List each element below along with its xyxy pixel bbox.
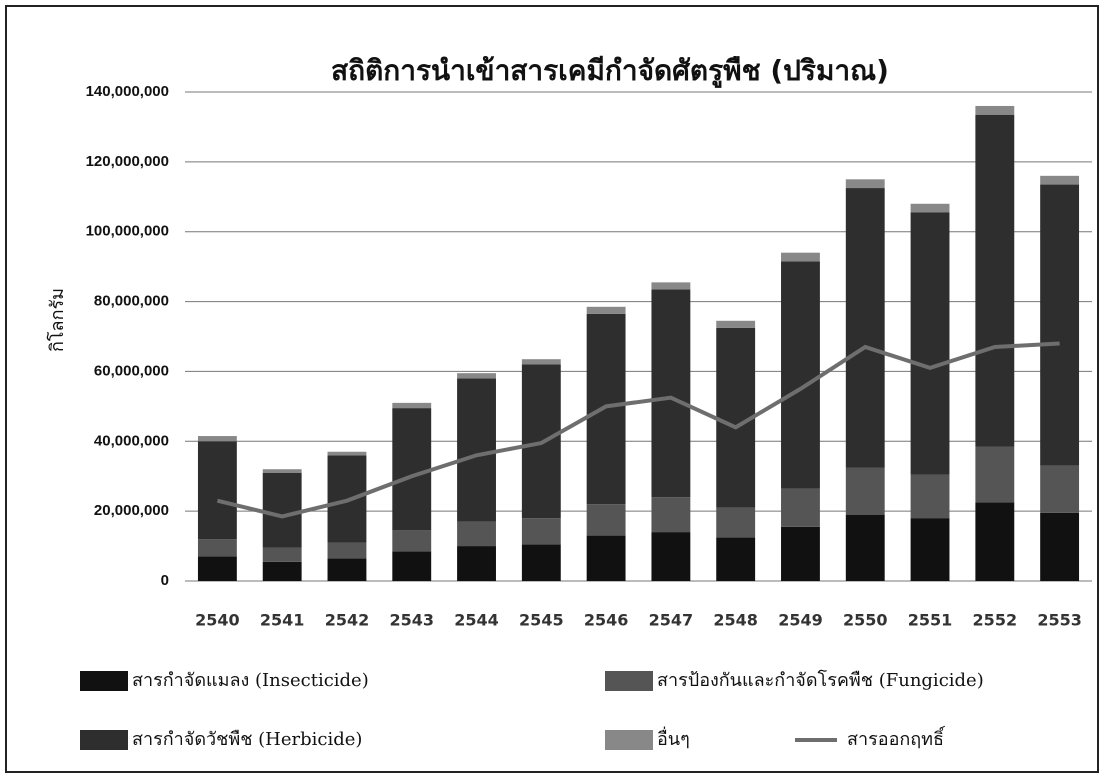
bar-segment — [522, 518, 561, 544]
legend-label: สารกำจัดวัชพืช (Herbicide) — [132, 729, 362, 750]
y-tick-label: 60,000,000 — [94, 362, 169, 379]
bar-segment — [651, 289, 690, 497]
legend-swatch — [605, 730, 653, 750]
chart: สถิติการนำเข้าสารเคมีกำจัดศัตรูพืช (ปริม… — [0, 0, 1104, 778]
y-tick-label: 140,000,000 — [86, 83, 169, 100]
bar-segment — [587, 307, 626, 314]
legend-label: สารออกฤทธิ์ — [847, 725, 946, 750]
bar-segment — [716, 508, 755, 538]
legend-label: อื่นๆ — [657, 726, 690, 750]
x-tick-label: 2553 — [1037, 611, 1082, 630]
bar-segment — [457, 546, 496, 581]
bar-segment — [911, 518, 950, 581]
bar-segment — [975, 447, 1014, 503]
legend-label: สารป้องกันและกำจัดโรคพืช (Fungicide) — [657, 669, 984, 691]
bar-segment — [587, 314, 626, 504]
bar-segment — [846, 467, 885, 514]
bar-segment — [846, 188, 885, 467]
x-tick-label: 2540 — [195, 611, 240, 630]
y-tick-label: 100,000,000 — [86, 223, 169, 240]
bar-segment — [522, 359, 561, 364]
y-tick-label: 20,000,000 — [94, 502, 169, 519]
x-tick-label: 2550 — [843, 611, 888, 630]
bar-segment — [911, 474, 950, 518]
y-tick-label: 0 — [161, 572, 169, 589]
x-tick-label: 2551 — [908, 611, 953, 630]
y-axis-label: กิโลกรัม — [46, 288, 68, 352]
bar-segment — [975, 115, 1014, 447]
bar-segment — [198, 436, 237, 441]
bar-segment — [975, 106, 1014, 115]
legend-swatch — [80, 671, 128, 691]
legend-swatch — [605, 671, 653, 691]
bar-segment — [198, 557, 237, 581]
bar-segment — [911, 213, 950, 475]
bar-segment — [392, 551, 431, 581]
bar-segment — [781, 253, 820, 262]
bar-segment — [263, 562, 302, 581]
bar-segment — [1040, 176, 1079, 185]
bar-segment — [198, 441, 237, 539]
bar-segment — [263, 548, 302, 562]
bar-segment — [781, 261, 820, 488]
bar-segment — [716, 321, 755, 328]
x-tick-label: 2544 — [454, 611, 499, 630]
bar-segment — [846, 179, 885, 188]
y-tick-label: 120,000,000 — [86, 153, 169, 170]
chart-title: สถิติการนำเข้าสารเคมีกำจัดศัตรูพืช (ปริม… — [331, 54, 889, 88]
y-tick-label: 80,000,000 — [94, 293, 169, 310]
x-tick-label: 2541 — [260, 611, 305, 630]
bar-segment — [975, 502, 1014, 581]
bar-segment — [457, 522, 496, 546]
bar-segment — [651, 497, 690, 532]
bar-segment — [328, 543, 367, 559]
bar-segment — [522, 544, 561, 581]
bar-segment — [328, 452, 367, 455]
bar-segment — [392, 403, 431, 408]
bar-segment — [263, 469, 302, 472]
bar-segment — [263, 473, 302, 548]
legend-swatch — [80, 730, 128, 750]
x-tick-label: 2552 — [973, 611, 1018, 630]
bar-segment — [781, 488, 820, 526]
bar-segment — [911, 204, 950, 213]
x-tick-label: 2545 — [519, 611, 564, 630]
bar-segment — [457, 378, 496, 521]
x-tick-label: 2549 — [778, 611, 823, 630]
x-tick-label: 2546 — [584, 611, 629, 630]
bar-segment — [198, 539, 237, 556]
bar-segment — [651, 282, 690, 289]
bar-segment — [392, 408, 431, 530]
bar-segment — [1040, 466, 1079, 513]
x-tick-label: 2548 — [713, 611, 758, 630]
bar-segment — [457, 373, 496, 378]
bar-segment — [846, 515, 885, 581]
bar-segment — [587, 504, 626, 535]
x-tick-label: 2547 — [649, 611, 694, 630]
bar-segment — [328, 558, 367, 581]
bar-segment — [587, 536, 626, 581]
y-tick-label: 40,000,000 — [94, 432, 169, 449]
x-tick-label: 2542 — [325, 611, 370, 630]
bar-segment — [651, 532, 690, 581]
bar-segment — [716, 537, 755, 581]
bar-segment — [781, 527, 820, 581]
bar-segment — [392, 530, 431, 551]
bar-segment — [1040, 185, 1079, 466]
bar-segment — [1040, 513, 1079, 581]
x-tick-label: 2543 — [389, 611, 434, 630]
legend-label: สารกำจัดแมลง (Insecticide) — [132, 670, 369, 691]
